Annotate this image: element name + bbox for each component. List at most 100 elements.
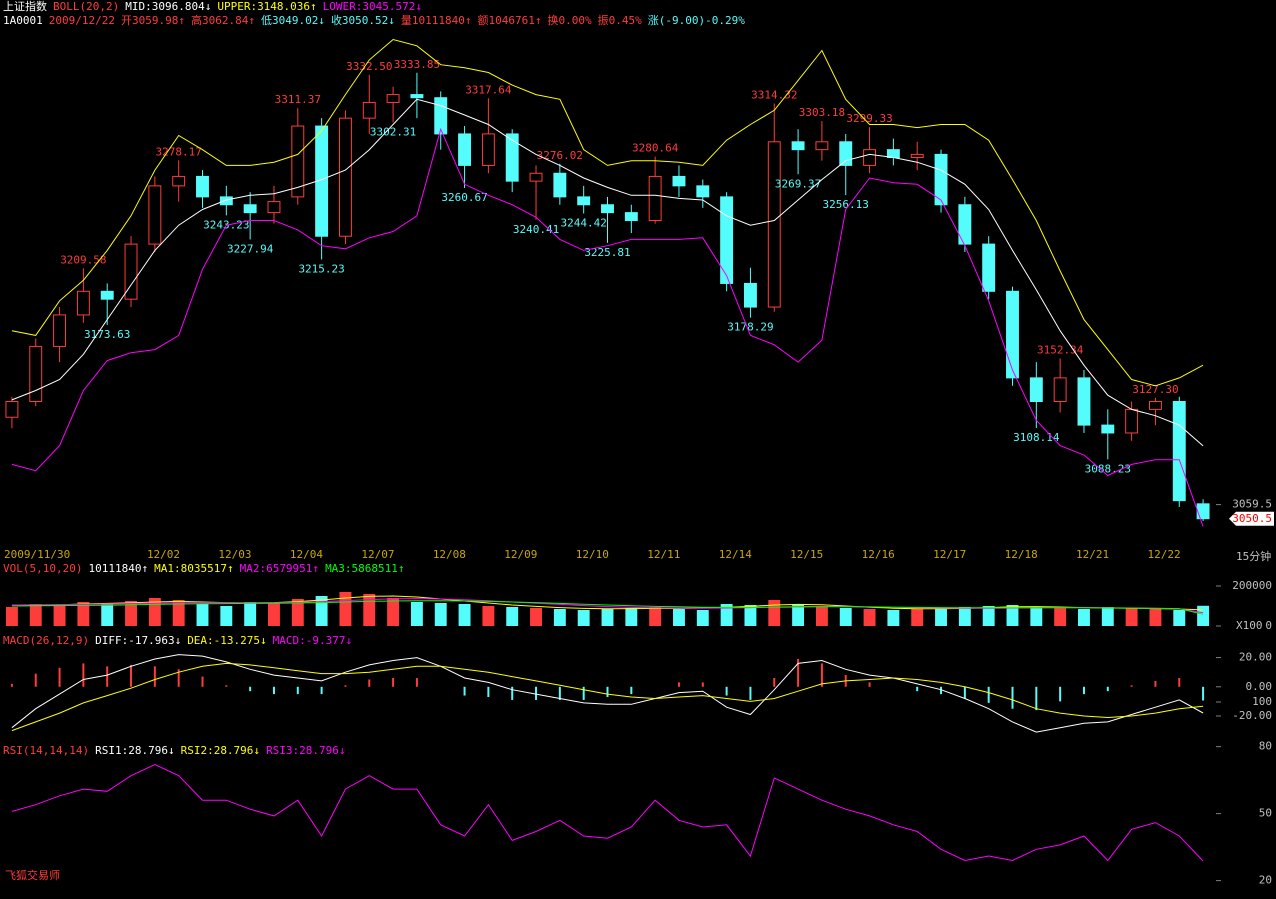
candle-body [1101,424,1115,434]
header-item: 10111840↑ [88,562,148,575]
x-tick-label: 2009/11/30 [4,548,70,561]
candle-body [982,243,996,292]
volume-bar [887,610,900,626]
low-label: 3227.94 [227,242,274,255]
candle-body [815,141,829,151]
header-line: 1A0001 2009/12/22 开3059.98↑ 高3062.84↑ 低3049.… [3,13,745,27]
candle-body [291,125,305,198]
candle-body [863,149,877,166]
volume-bar [958,607,971,626]
volume-bar [506,607,519,626]
header-item: MID:3096.804↓ [125,0,211,13]
header-item: MACD:-9.377↓ [273,634,352,647]
candle-body [362,101,376,119]
low-label: 3240.41 [513,223,559,236]
header-item: RSI2:28.796↓ [181,744,260,757]
high-label: 3278.17 [155,145,201,158]
candle-body [1125,408,1139,434]
volume-bar [863,609,876,626]
header-item: MA3:5868511↑ [325,562,404,575]
candle-body [29,345,43,402]
high-label: 3152.34 [1037,343,1084,356]
high-label: 3311.37 [275,93,321,106]
header-item: DIFF:-17.963↓ [95,634,181,647]
volume-bar [291,599,304,626]
volume-bar [1078,609,1090,626]
header-item: 高3062.84↑ [191,13,255,27]
candle-body [1053,377,1067,402]
candle-body [1077,377,1091,426]
volume-bar [1030,607,1043,626]
high-label: 3280.64 [632,142,679,155]
header-item: 低3049.02↓ [261,14,325,27]
candle-body [124,243,138,300]
volume-bar [1173,610,1186,626]
header-item: LOWER:3045.572↓ [323,0,422,13]
volume-bar [1125,608,1138,626]
volume-bar [29,604,42,626]
y-tick-label: 20.00 [1239,651,1272,664]
y-unit-label: X100 [1236,619,1263,632]
header-line: 上证指数 BOLL(20,2) MID:3096.804↓ UPPER:3148.03… [3,0,422,13]
header-line: RSI(14,14,14) RSI1:28.796↓ RSI2:28.796↓ RSI… [3,744,346,757]
y-tick-label: 0 [1265,619,1272,632]
x-tick-label: 12/08 [433,548,466,561]
volume-bar [172,600,185,626]
volume-bar [315,596,328,626]
header-item: 额1046761↑ [478,14,542,27]
volume-bar [148,598,161,626]
header-item: BOLL(20,2) [53,0,119,13]
candle-body [910,153,924,159]
low-label: 3225.81 [584,246,630,259]
volume-bar [196,604,209,626]
volume-bar [387,598,400,626]
y-tick-label: 200000 [1232,579,1272,592]
candle-body [1029,377,1043,402]
volume-bar [101,603,114,626]
candle-body [791,141,805,151]
candle-body [720,196,734,284]
header-item: 换0.00% [548,13,592,27]
high-label: 3314.32 [751,89,797,102]
header-item: 收3050.52↓ [331,13,395,27]
low-label: 3269.37 [775,177,821,190]
volume-bar [434,603,447,626]
y-tick-label: 0.00 [1246,680,1273,693]
candle-body [553,172,567,198]
candle-body [76,290,90,316]
header-item: DEA:-13.275↓ [187,634,266,647]
candle-body [886,149,900,159]
volume-bar [577,610,590,626]
volume-bar [601,609,614,626]
header-line: MACD(26,12,9) DIFF:-17.963↓ DEA:-13.275↓ MA… [3,634,352,647]
header-item: UPPER:3148.036↑ [217,0,316,13]
candle-body [148,185,162,245]
candle-body [767,141,781,308]
series-line [11,662,1204,732]
high-label: 3276.02 [537,149,583,162]
volume-bar [5,607,18,626]
candle-body [1148,400,1162,410]
series-line [11,763,1204,862]
volume-bar [53,605,66,626]
volume-bar [744,605,757,626]
candle-body [410,94,424,99]
x-tick-label: 12/18 [1005,548,1038,561]
candle-body [505,133,519,182]
candle-body [696,185,710,198]
x-tick-label: 12/11 [647,548,680,561]
candle-body [601,204,614,214]
last-price-flag [1229,511,1274,526]
volume-bar [482,606,495,626]
candle-body [648,175,662,221]
high-label: 3127.30 [1132,383,1178,396]
volume-bar [530,608,542,626]
candle-body [5,400,19,418]
y-tick-label: 3059.5 [1232,498,1272,511]
x-tick-label: 12/10 [576,548,609,561]
high-label: 3333.85 [394,58,440,71]
volume-bar [553,609,566,626]
header-item: RSI3:28.796↓ [266,744,345,757]
